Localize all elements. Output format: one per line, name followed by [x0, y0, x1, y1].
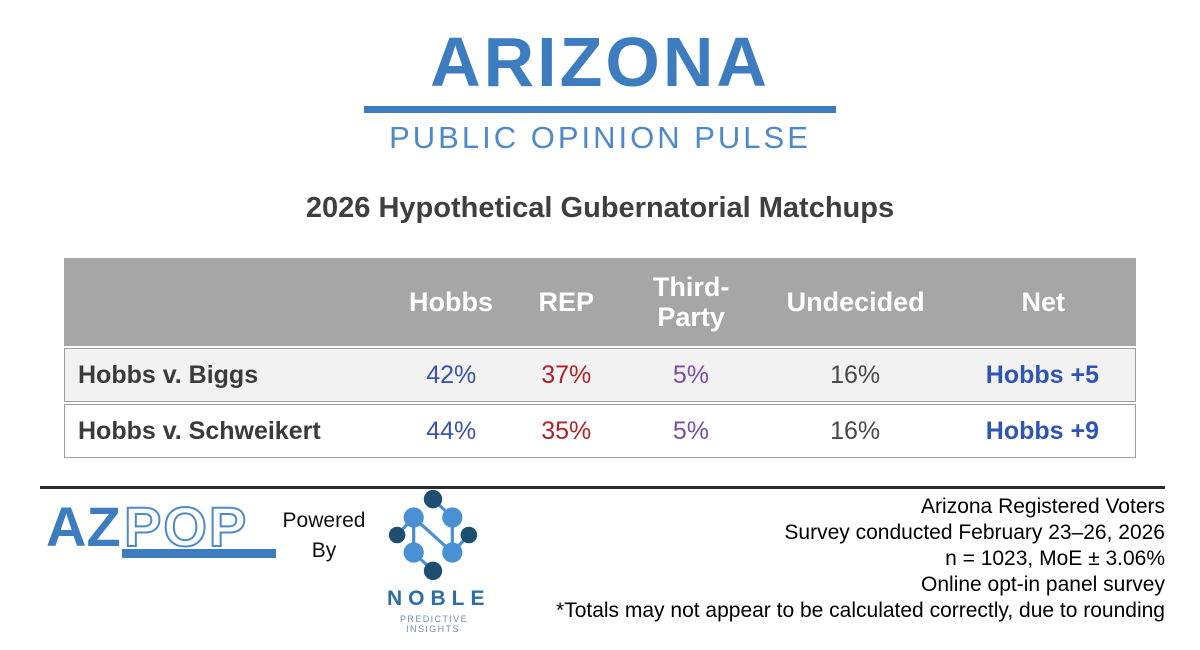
- powered-by-label: Powered By: [278, 506, 370, 567]
- poll-results-table: Hobbs REP Third-Party Undecided Net Hobb…: [64, 258, 1136, 458]
- column-header-rep: REP: [538, 286, 594, 317]
- noble-logo: NOBLE PREDICTIVE INSIGHTS: [381, 489, 485, 634]
- azpop-underline-bar: [122, 549, 276, 558]
- column-header-hobbs: Hobbs: [408, 286, 493, 317]
- azpop-logo-icon: AZ POP: [46, 494, 276, 559]
- brand-header: ARIZONA PUBLIC OPINION PULSE: [0, 23, 1200, 156]
- footer-divider: [40, 486, 1165, 489]
- table-row: Hobbs v. Biggs 42% 37% 5% 16% Hobbs +5: [64, 348, 1136, 402]
- brand-underline: [364, 105, 836, 113]
- brand-title: ARIZONA: [430, 23, 770, 101]
- undecided-value: 16%: [830, 360, 881, 389]
- rep-value: 37%: [541, 360, 592, 389]
- noble-logo-icon: [388, 489, 478, 581]
- brand-subtitle: PUBLIC OPINION PULSE: [389, 119, 811, 155]
- column-header-third-party: Third-Party: [652, 271, 730, 332]
- powered-by-line1: Powered: [282, 509, 366, 532]
- hobbs-value: 44%: [426, 416, 477, 445]
- note-mode: Online opt-in panel survey: [921, 573, 1165, 596]
- third-party-value: 5%: [672, 360, 709, 389]
- column-header-undecided: Undecided: [786, 286, 925, 317]
- page-title: 2026 Hypothetical Gubernatorial Matchups: [305, 192, 895, 224]
- matchup-label: Hobbs v. Schweikert: [78, 416, 321, 445]
- undecided-value: 16%: [830, 416, 881, 445]
- matchup-label: Hobbs v. Biggs: [78, 360, 259, 389]
- azpop-pop-text: POP: [124, 498, 248, 558]
- note-rounding: *Totals may not appear to be calculated …: [556, 599, 1165, 622]
- azpop-az-text: AZ: [46, 498, 121, 558]
- noble-tagline: PREDICTIVE INSIGHTS: [399, 614, 468, 634]
- survey-notes: Arizona Registered Voters Survey conduct…: [556, 494, 1165, 624]
- note-sample-moe: n = 1023, MoE ± 3.06%: [945, 547, 1165, 570]
- note-dates: Survey conducted February 23–26, 2026: [784, 521, 1165, 544]
- third-party-value: 5%: [672, 416, 709, 445]
- table-row: Hobbs v. Schweikert 44% 35% 5% 16% Hobbs…: [64, 404, 1136, 458]
- noble-wordmark: NOBLE: [387, 587, 491, 610]
- net-value: Hobbs +5: [985, 360, 1100, 389]
- note-population: Arizona Registered Voters: [921, 495, 1165, 518]
- azpop-logo: AZ POP: [46, 494, 280, 567]
- column-header-net: Net: [1021, 286, 1065, 317]
- powered-by-line2: By: [311, 539, 337, 563]
- hobbs-value: 42%: [426, 360, 477, 389]
- table-header-row: Hobbs REP Third-Party Undecided Net: [64, 258, 1136, 346]
- rep-value: 35%: [541, 416, 592, 445]
- net-value: Hobbs +9: [985, 416, 1100, 445]
